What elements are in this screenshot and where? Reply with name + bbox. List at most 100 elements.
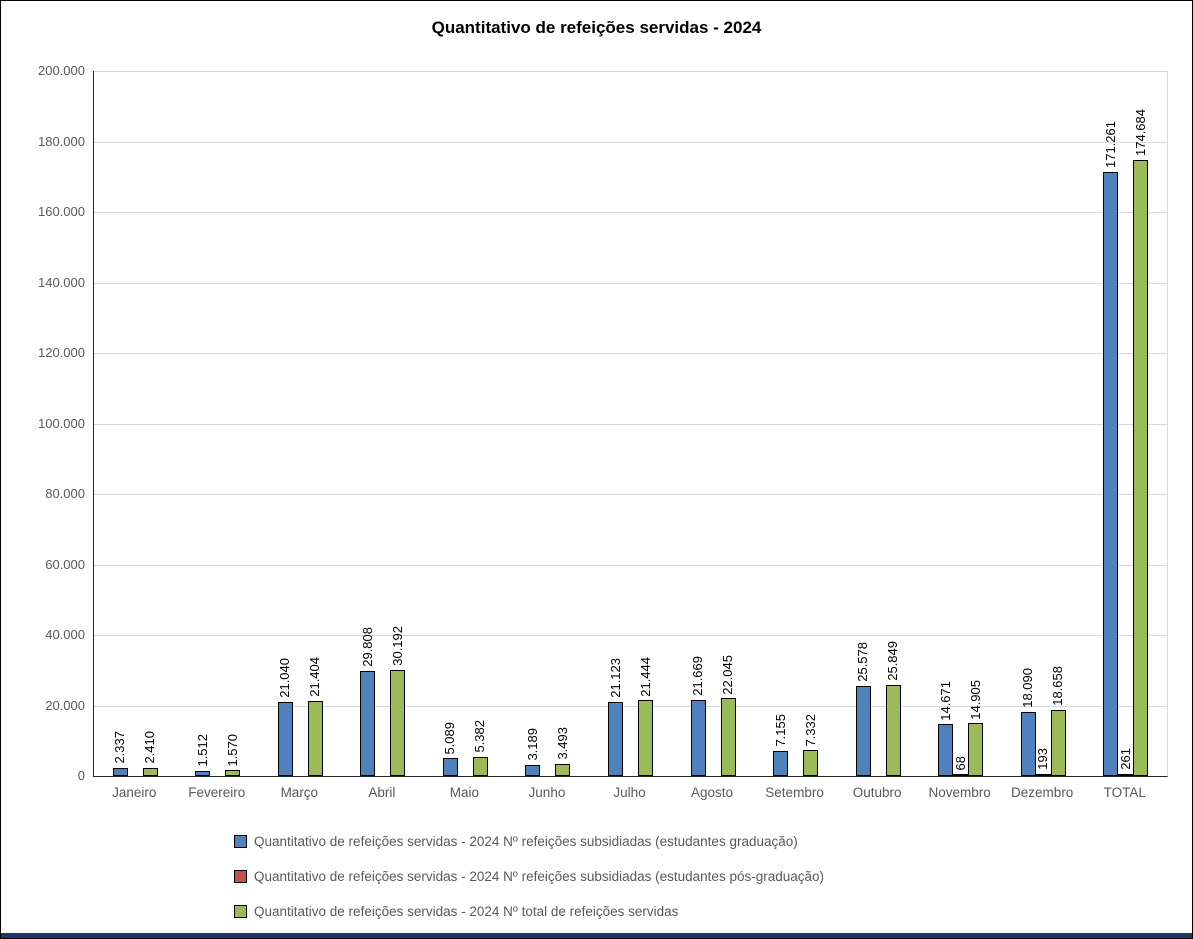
y-axis-tick-label: 20.000	[45, 697, 85, 713]
legend-swatch-icon	[234, 870, 247, 883]
bar	[938, 724, 954, 776]
bar	[555, 763, 571, 776]
bar-data-label: 1.570	[224, 733, 240, 767]
gridline	[94, 423, 1167, 425]
bar	[277, 701, 293, 776]
y-axis-tick-label: 180.000	[38, 133, 85, 149]
bar-data-label: 21.404	[307, 656, 323, 697]
bar-data-label: 21.123	[607, 657, 623, 698]
gridline	[94, 141, 1167, 143]
legend-item: Quantitativo de refeições servidas - 202…	[234, 824, 824, 859]
bar	[968, 723, 984, 776]
bar	[472, 757, 488, 776]
bar	[225, 770, 241, 776]
legend: Quantitativo de refeições servidas - 202…	[234, 824, 824, 929]
x-axis-tick-label: Outubro	[852, 785, 902, 800]
bar-data-label: 14.905	[967, 679, 983, 720]
bar	[112, 767, 128, 776]
bar-data-label: 21.444	[637, 656, 653, 697]
y-axis-tick-label: 100.000	[38, 415, 85, 431]
y-axis-tick-label: 0	[77, 768, 85, 783]
plot-area: 2.337 2.410 1.512 1.570 21.040 21.404 29.808 30…	[93, 71, 1168, 777]
y-axis-tick-label: 140.000	[38, 274, 85, 290]
gridline	[94, 212, 1167, 213]
bar-data-label: 30.192	[389, 625, 405, 666]
bar-data-label: 14.671	[937, 680, 953, 721]
bar	[1133, 160, 1149, 776]
bar	[1103, 172, 1119, 776]
bar-data-label: 18.090	[1020, 668, 1036, 709]
bar	[608, 701, 623, 776]
legend-swatch-icon	[234, 835, 247, 848]
legend-label: Quantitativo de refeições servidas - 202…	[254, 834, 798, 849]
x-axis-tick-label: Março	[280, 785, 319, 800]
y-axis-tick-label: 200.000	[38, 63, 85, 78]
bar	[1020, 712, 1036, 776]
bar	[638, 700, 653, 776]
legend-label: Quantitativo de refeições servidas - 202…	[254, 904, 679, 919]
bar-data-label: 21.040	[277, 658, 293, 698]
bar-data-label: 68	[952, 755, 968, 770]
bar-data-label: 29.808	[359, 627, 375, 667]
bar-data-label: 18.658	[1050, 666, 1066, 707]
bar	[953, 774, 969, 776]
y-axis-tick-label: 80.000	[45, 486, 85, 501]
bar	[307, 700, 323, 776]
y-axis-tick-label: 60.000	[45, 556, 85, 572]
gridline	[94, 705, 1167, 707]
bar-data-label: 174.684	[1132, 109, 1148, 157]
bar-data-label: 21.669	[690, 655, 706, 696]
gridline	[94, 494, 1167, 495]
chart-title: Quantitativo de refeições servidas - 202…	[431, 18, 762, 37]
x-axis-tick-label: TOTAL	[1103, 785, 1146, 800]
bar	[390, 669, 406, 776]
legend-item: Quantitativo de refeições servidas - 202…	[234, 859, 824, 894]
bar	[142, 767, 158, 776]
bar	[803, 750, 819, 776]
x-axis-tick-label: Fevereiro	[188, 785, 246, 800]
bar-data-label: 1.512	[194, 734, 210, 767]
bottom-accent-bar	[1, 933, 1192, 938]
x-axis-tick-label: Dezembro	[1011, 785, 1074, 800]
bar	[442, 758, 458, 776]
bar-data-label: 3.493	[554, 727, 570, 760]
gridline	[94, 564, 1167, 566]
bar-data-label: 261	[1117, 748, 1133, 770]
bar	[195, 770, 211, 776]
x-axis-tick-label: Abril	[368, 785, 396, 800]
bar	[1118, 774, 1134, 776]
bar-data-label: 7.155	[772, 714, 788, 747]
x-axis-tick-label: Agosto	[691, 785, 734, 800]
bar-data-label: 22.045	[720, 654, 736, 695]
legend-swatch-icon	[234, 905, 247, 918]
bar-data-label: 2.410	[142, 730, 158, 764]
bar	[885, 684, 901, 776]
gridline	[94, 71, 1167, 72]
x-axis-tick-label: Maio	[449, 785, 480, 800]
y-axis-tick-label: 160.000	[38, 204, 85, 219]
x-axis-tick-label: Setembro	[765, 785, 824, 800]
bar	[525, 764, 541, 776]
y-axis-tick-label: 120.000	[38, 345, 85, 360]
bar	[360, 670, 376, 776]
bar-data-label: 5.382	[472, 720, 488, 754]
gridline	[94, 282, 1167, 284]
bar	[1050, 710, 1066, 776]
x-axis-tick-label: Janeiro	[112, 785, 157, 800]
bar	[1035, 774, 1051, 776]
gridline	[94, 353, 1167, 354]
bar	[855, 685, 871, 776]
bar-data-label: 25.578	[855, 642, 871, 682]
bar-data-label: 2.337	[112, 731, 128, 764]
y-axis-tick-label: 40.000	[45, 627, 85, 642]
x-axis-tick-label: Julho	[613, 785, 646, 800]
bar-data-label: 193	[1035, 748, 1051, 770]
gridline	[94, 635, 1167, 636]
bar	[690, 699, 706, 776]
bar-data-label: 3.189	[524, 728, 540, 761]
bar-data-label: 5.089	[442, 721, 458, 755]
bar	[773, 750, 789, 776]
bar-data-label: 7.332	[802, 713, 818, 747]
bar-data-label: 25.849	[885, 641, 901, 681]
legend-item: Quantitativo de refeições servidas - 202…	[234, 894, 824, 929]
